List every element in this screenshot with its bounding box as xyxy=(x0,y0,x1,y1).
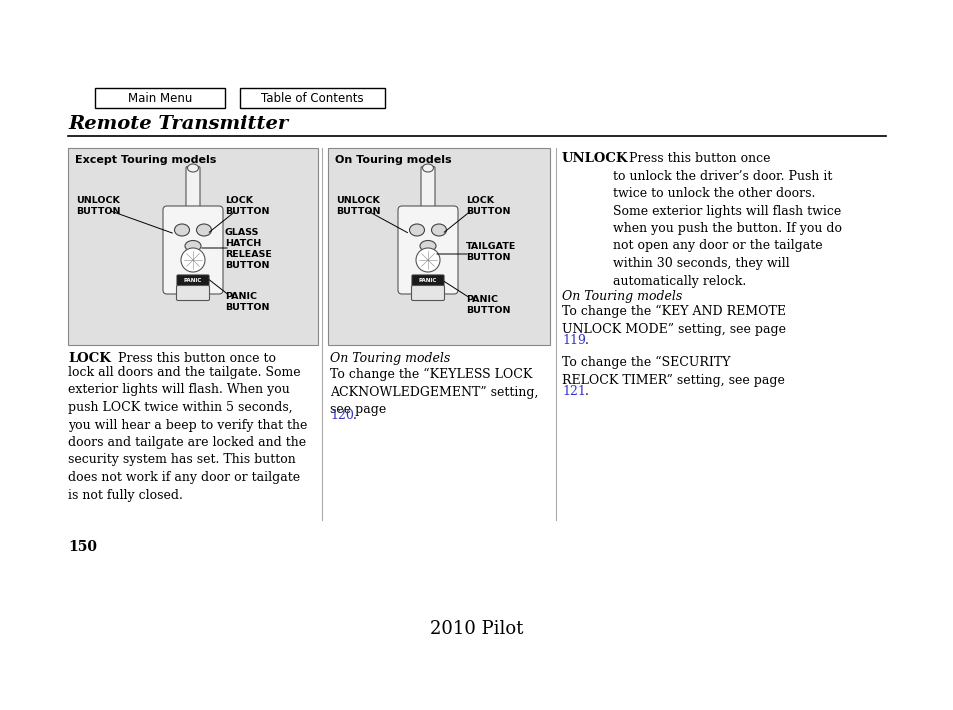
Text: UNLOCK
BUTTON: UNLOCK BUTTON xyxy=(76,196,120,216)
Ellipse shape xyxy=(188,164,198,172)
Text: Main Menu: Main Menu xyxy=(128,92,192,104)
FancyBboxPatch shape xyxy=(177,275,209,286)
Text: lock all doors and the tailgate. Some
exterior lights will flash. When you
push : lock all doors and the tailgate. Some ex… xyxy=(68,366,307,501)
Text: PANIC: PANIC xyxy=(184,278,202,283)
Text: .: . xyxy=(349,409,356,422)
Text: TAILGATE
BUTTON: TAILGATE BUTTON xyxy=(465,242,516,262)
Text: GLASS
HATCH
RELEASE
BUTTON: GLASS HATCH RELEASE BUTTON xyxy=(225,228,272,271)
Ellipse shape xyxy=(409,224,424,236)
Text: Press this button once
to unlock the driver’s door. Push it
twice to unlock the : Press this button once to unlock the dri… xyxy=(613,152,841,288)
Ellipse shape xyxy=(422,164,433,172)
Text: LOCK: LOCK xyxy=(68,352,111,365)
Bar xyxy=(95,88,225,108)
Bar xyxy=(240,88,385,108)
Text: UNLOCK
BUTTON: UNLOCK BUTTON xyxy=(335,196,380,216)
Ellipse shape xyxy=(174,224,190,236)
Text: PANIC: PANIC xyxy=(418,278,436,283)
FancyBboxPatch shape xyxy=(186,167,200,212)
Text: On Touring models: On Touring models xyxy=(335,155,451,165)
Ellipse shape xyxy=(185,241,201,251)
Text: 121: 121 xyxy=(561,385,585,398)
Text: Except Touring models: Except Touring models xyxy=(75,155,216,165)
Text: .: . xyxy=(580,385,588,398)
Text: To change the “KEYLESS LOCK
ACKNOWLEDGEMENT” setting,
see page: To change the “KEYLESS LOCK ACKNOWLEDGEM… xyxy=(330,368,537,416)
Circle shape xyxy=(416,248,439,272)
FancyBboxPatch shape xyxy=(412,275,443,286)
Bar xyxy=(68,148,317,345)
Text: PANIC
BUTTON: PANIC BUTTON xyxy=(225,292,269,312)
Text: On Touring models: On Touring models xyxy=(330,352,450,365)
FancyBboxPatch shape xyxy=(176,285,210,300)
Text: 150: 150 xyxy=(68,540,97,554)
FancyBboxPatch shape xyxy=(411,285,444,300)
Text: 119: 119 xyxy=(561,334,585,347)
Ellipse shape xyxy=(431,224,446,236)
FancyBboxPatch shape xyxy=(163,206,223,294)
Text: To change the “SECURITY
RELOCK TIMER” setting, see page: To change the “SECURITY RELOCK TIMER” se… xyxy=(561,356,784,387)
FancyBboxPatch shape xyxy=(397,206,457,294)
Text: To change the “KEY AND REMOTE
UNLOCK MODE” setting, see page: To change the “KEY AND REMOTE UNLOCK MOD… xyxy=(561,305,785,336)
Text: Table of Contents: Table of Contents xyxy=(261,92,363,104)
Text: Remote Transmitter: Remote Transmitter xyxy=(68,115,288,133)
Bar xyxy=(328,148,550,345)
Text: LOCK
BUTTON: LOCK BUTTON xyxy=(225,196,269,216)
Text: LOCK
BUTTON: LOCK BUTTON xyxy=(465,196,510,216)
Text: Press this button once to: Press this button once to xyxy=(102,352,275,365)
Text: On Touring models: On Touring models xyxy=(561,290,681,303)
Text: .: . xyxy=(580,334,588,347)
Circle shape xyxy=(181,248,205,272)
Text: UNLOCK: UNLOCK xyxy=(561,152,628,165)
Text: 120: 120 xyxy=(330,409,354,422)
Text: 2010 Pilot: 2010 Pilot xyxy=(430,620,523,638)
Ellipse shape xyxy=(196,224,212,236)
Text: PANIC
BUTTON: PANIC BUTTON xyxy=(465,295,510,315)
Ellipse shape xyxy=(419,241,436,251)
FancyBboxPatch shape xyxy=(420,167,435,212)
